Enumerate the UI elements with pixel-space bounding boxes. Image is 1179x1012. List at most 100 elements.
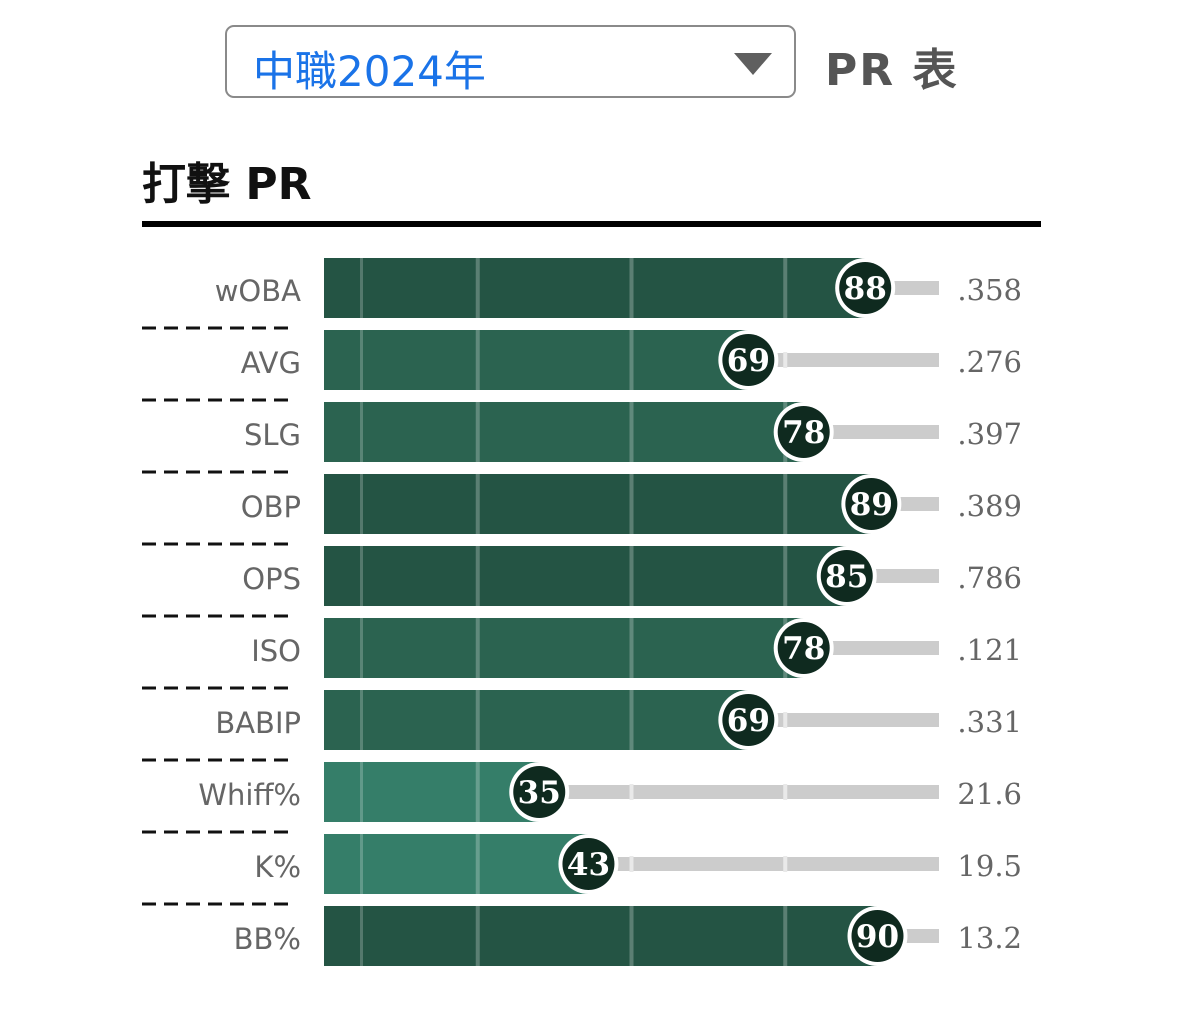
- stat-value: .389: [957, 489, 1022, 523]
- stat-value: 19.5: [957, 849, 1022, 883]
- bar-track: [748, 353, 939, 367]
- badge: [845, 478, 898, 530]
- badge: [839, 262, 892, 314]
- bar-reference-line: [629, 618, 634, 678]
- bar: [324, 402, 804, 462]
- bar-reference-line: [629, 258, 634, 318]
- bar-reference-line: [475, 330, 480, 390]
- badge: [722, 334, 775, 386]
- stat-value: 13.2: [957, 921, 1022, 955]
- stat-value: .786: [957, 561, 1022, 595]
- category-label: BABIP: [215, 706, 301, 740]
- bar-row-ops: 85 OPS .786: [142, 546, 1022, 618]
- bar-track: [748, 713, 939, 727]
- bar-reference-line: [360, 762, 363, 822]
- bar: [324, 330, 749, 390]
- stat-value: .276: [957, 345, 1022, 379]
- bar-reference-line: [360, 834, 363, 894]
- category-label: K%: [254, 850, 301, 884]
- track-tick: [783, 352, 788, 368]
- bar: [324, 258, 866, 318]
- badge-value: 43: [567, 847, 610, 883]
- bar-reference-line: [475, 834, 480, 894]
- bar-reference-line: [360, 402, 363, 462]
- chevron-down-icon[interactable]: [734, 53, 772, 75]
- season-select[interactable]: 中職2024年: [225, 25, 796, 98]
- track-tick: [783, 784, 788, 800]
- bar-reference-line: [475, 402, 480, 462]
- stat-value: .358: [957, 273, 1022, 307]
- bar-reference-line: [629, 474, 634, 534]
- badge-value: 88: [844, 271, 887, 307]
- bar-row-obp: 89 OBP .389: [142, 474, 1022, 546]
- bar-reference-line: [475, 906, 480, 966]
- bar-row-k-pct: 43 K% 19.5: [142, 834, 1022, 906]
- stat-value: .121: [957, 633, 1022, 667]
- badge: [777, 622, 830, 674]
- badge: [820, 550, 873, 602]
- category-label: wOBA: [215, 274, 301, 308]
- track-tick: [783, 712, 788, 728]
- track-tick: [629, 784, 634, 800]
- bar-track: [803, 425, 939, 439]
- bar-reference-line: [475, 618, 480, 678]
- bar-track: [588, 857, 939, 871]
- category-label: ISO: [251, 634, 301, 668]
- bar-reference-line: [360, 906, 363, 966]
- bar-row-bb-pct: 90 BB% 13.2: [234, 906, 1022, 966]
- badge-value: 78: [782, 631, 825, 667]
- bar-reference-line: [475, 690, 480, 750]
- bar-track: [803, 641, 939, 655]
- bar-reference-line: [783, 258, 788, 318]
- bar: [324, 690, 749, 750]
- bar-reference-line: [629, 906, 634, 966]
- category-label: BB%: [234, 922, 301, 956]
- category-label: OPS: [242, 562, 301, 596]
- bar-reference-line: [629, 546, 634, 606]
- bar-reference-line: [629, 330, 634, 390]
- section-divider: [142, 221, 1041, 227]
- page-title: PR 表: [825, 45, 959, 96]
- bar-row-slg: 78 SLG .397: [142, 402, 1022, 474]
- badge: [562, 838, 615, 890]
- badge-value: 78: [782, 415, 825, 451]
- bar-reference-line: [783, 546, 788, 606]
- category-label: SLG: [244, 418, 301, 452]
- bar-row-babip: 69 BABIP .331: [142, 690, 1022, 762]
- stat-value: 21.6: [957, 777, 1022, 811]
- badge-value: 85: [825, 559, 868, 595]
- bar: [324, 546, 847, 606]
- bar-reference-line: [629, 402, 634, 462]
- bar-reference-line: [475, 258, 480, 318]
- badge-value: 35: [518, 775, 561, 811]
- section-title: 打擊 PR: [142, 159, 312, 210]
- bar-reference-line: [360, 690, 363, 750]
- category-label: AVG: [241, 346, 301, 380]
- badge: [722, 694, 775, 746]
- badge-value: 89: [850, 487, 893, 523]
- bar-reference-line: [360, 474, 363, 534]
- bar-row-avg: 69 AVG .276: [142, 330, 1022, 402]
- badge-value: 90: [856, 919, 899, 955]
- badge: [851, 910, 904, 962]
- bar: [324, 618, 804, 678]
- bar: [324, 474, 872, 534]
- bar-row-woba: 88 wOBA .358: [142, 258, 1022, 330]
- bar-reference-line: [360, 330, 363, 390]
- bar-reference-line: [360, 258, 363, 318]
- badge: [513, 766, 566, 818]
- track-tick: [629, 856, 634, 872]
- bar: [324, 906, 878, 966]
- bar-row-iso: 78 ISO .121: [142, 618, 1022, 690]
- season-select-value: 中職2024年: [253, 47, 486, 96]
- bar: [324, 834, 589, 894]
- category-label: OBP: [241, 490, 301, 524]
- bar-reference-line: [360, 546, 363, 606]
- bar-reference-line: [475, 546, 480, 606]
- bar-reference-line: [475, 762, 480, 822]
- badge-value: 69: [727, 703, 770, 739]
- badge-value: 69: [727, 343, 770, 379]
- bar-reference-line: [783, 474, 788, 534]
- stat-value: .397: [957, 417, 1022, 451]
